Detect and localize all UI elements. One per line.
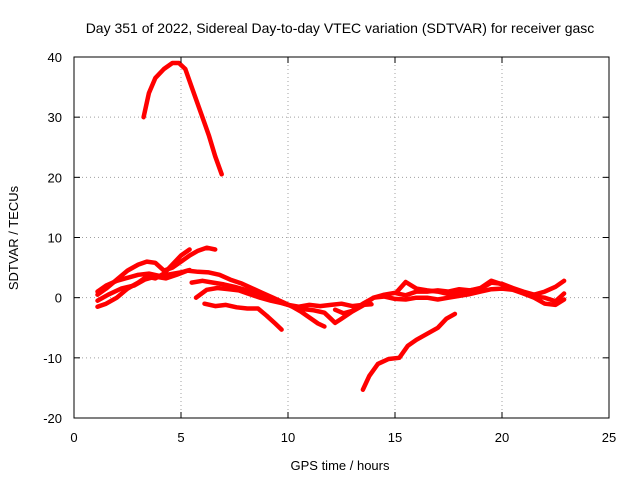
y-tick-label: 30 — [48, 110, 62, 125]
grid-lines — [74, 57, 609, 418]
x-tick-label: 15 — [388, 430, 402, 445]
series-line-arc-peak — [141, 60, 224, 177]
series-line-arc-d — [95, 267, 192, 294]
x-tick-label: 10 — [281, 430, 295, 445]
y-tick-label: -10 — [43, 351, 62, 366]
series-line-arc-g — [202, 301, 284, 332]
tick-labels: 0 5 10 15 20 25 -20 -10 0 10 20 30 40 — [43, 50, 616, 445]
y-tick-label: 20 — [48, 170, 62, 185]
y-tick-label: 0 — [55, 291, 62, 306]
x-tick-label: 20 — [495, 430, 509, 445]
y-axis-label: SDTVAR / TECUs — [6, 185, 21, 290]
data-series — [95, 60, 567, 392]
series-line-arc-j — [360, 311, 458, 392]
x-tick-label: 25 — [602, 430, 616, 445]
x-axis-label: GPS time / hours — [291, 458, 390, 473]
x-tick-label: 5 — [177, 430, 184, 445]
series-line-arc-b — [95, 247, 192, 309]
y-tick-label: -20 — [43, 411, 62, 426]
y-tick-label: 10 — [48, 231, 62, 246]
y-tick-label: 40 — [48, 50, 62, 65]
chart-title: Day 351 of 2022, Sidereal Day-to-day VTE… — [86, 20, 595, 36]
tick-marks — [73, 56, 610, 419]
x-tick-label: 0 — [70, 430, 77, 445]
series-line-arc-i — [394, 278, 567, 304]
